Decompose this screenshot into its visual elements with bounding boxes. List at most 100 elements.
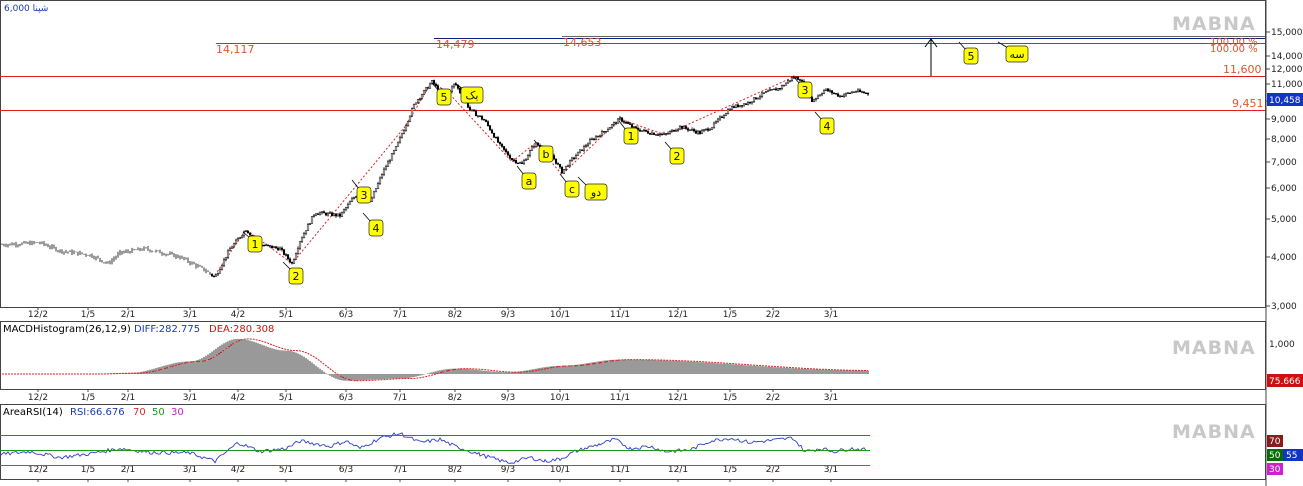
candle-body [570,157,574,161]
candle-body [480,116,484,120]
candle-body [694,130,698,134]
candle-body [278,247,282,251]
candle-body [328,212,332,214]
candle-body [428,83,432,89]
candle-body [648,133,652,135]
candle-body [756,97,760,100]
candle-body [388,159,392,163]
macd-value-text: 75.666 [1269,377,1301,387]
candle-body [232,243,236,248]
x-tick-label: 6/3 [339,310,353,320]
candle-body [818,94,822,97]
rsi-badge-30 [1267,463,1283,475]
candle-body [674,130,678,132]
candle-body [396,141,400,147]
candle-body [394,146,398,151]
candle-body [632,126,636,128]
candle-body [502,146,506,150]
candle-body [656,134,660,136]
y-tick-label: 8,000 [1271,135,1297,145]
candle-body [602,131,606,133]
candle-body [426,87,430,89]
svg-text:5: 5 [968,50,975,63]
x-tick-label: 3/1 [824,465,838,475]
candle-body [770,89,774,91]
candle-body [390,153,394,161]
candle-body [434,83,438,86]
candle-body [412,103,416,109]
candle-body [858,89,862,92]
candle-body [762,92,766,94]
candle-body [228,248,232,252]
candle-body [598,135,602,137]
candle-body [508,154,512,159]
candle-body [776,88,780,91]
candle-body [306,224,310,231]
candle-body [284,254,288,256]
candle-body [812,99,816,102]
x-tick-label: 4/2 [231,393,245,403]
candle-body [722,115,726,118]
current-price-badge [1267,93,1303,106]
candle-body [230,246,234,249]
candle-body [720,116,724,118]
candle-body [670,129,674,132]
candle-body [638,129,642,132]
candle-body [310,216,314,224]
target-arrow [924,38,938,76]
candle-body [342,209,346,213]
dea-line [2,338,869,382]
candle-body [270,245,274,249]
svg-text:c: c [569,183,575,196]
candle-body [768,89,772,92]
svg-text:2: 2 [293,270,300,283]
candle-body [416,99,420,104]
candle-body [610,124,614,128]
candle-body [332,213,336,216]
candle-body [406,120,410,126]
candle-body [350,198,354,203]
current-price-text: 10,458 [1269,96,1301,106]
macd-diff-label: DIFF:282.775 [134,324,200,335]
candle-body [842,94,846,97]
candle-body [324,212,328,216]
candle-body [586,143,590,146]
x-tick-label: 9/3 [501,393,515,403]
candle-body [566,165,570,167]
candle-body [528,150,532,156]
candle-body [728,109,732,111]
candlesticks [1,75,870,278]
candle-body [816,95,820,99]
svg-text:سه: سه [1009,48,1024,61]
x-tick-label: 2/2 [766,393,780,403]
candle-body [822,90,826,94]
wave-label: 2 [282,261,304,285]
x-tick-label: 3/1 [824,310,838,320]
y-tick-label: 12,000 [1271,65,1303,75]
candle-body [696,130,700,134]
candle-body [850,91,854,94]
candle-body [554,158,558,164]
candle-body [646,131,650,134]
y-tick-label: 7,000 [1271,158,1297,168]
candle-body [572,157,576,160]
candle-body [814,98,818,100]
y-tick-label: 11,000 [1271,80,1303,90]
candle-body [320,211,324,214]
x-tick-label: 3/1 [183,393,197,403]
rsi-level-label-70: 70 [133,407,146,418]
x-tick-label: 7/1 [393,310,407,320]
wave-path-line [214,76,794,276]
candle-body [298,241,302,249]
candle-body [408,115,412,122]
candle-body [596,135,600,138]
x-tick-label: 3/1 [183,310,197,320]
rsi-badge-70 [1267,435,1283,447]
candle-body [452,83,456,88]
candle-body [760,92,764,97]
candle-body [832,92,836,95]
wave-label: 3 [351,179,372,204]
y-tick-label: 15,000 [1271,28,1303,38]
macd-watermark: MABNA [1172,337,1256,359]
candle-body [704,128,708,130]
